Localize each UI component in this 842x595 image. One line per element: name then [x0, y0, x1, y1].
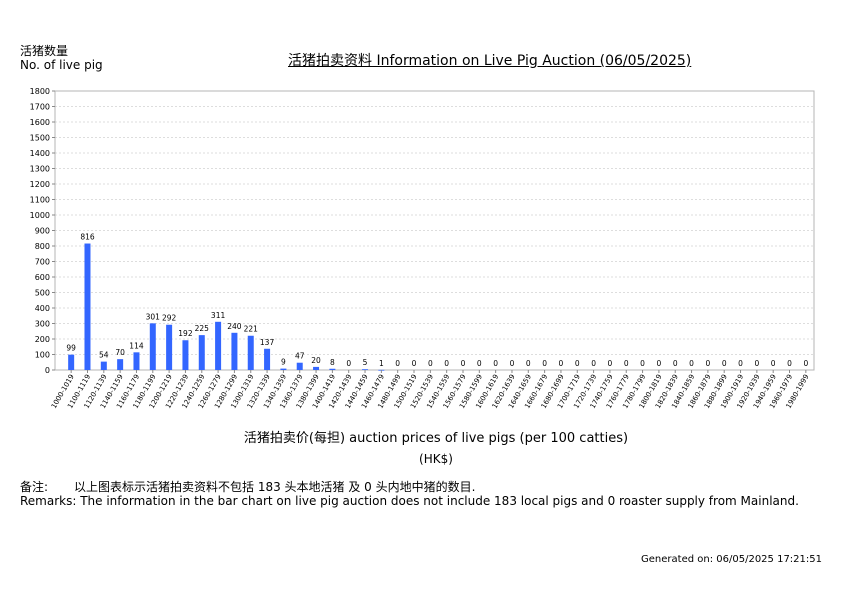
- bar-value-label: 0: [803, 359, 808, 368]
- y-axis-title-cn: 活猪数量: [20, 44, 69, 58]
- bar: [231, 332, 238, 370]
- bar-value-label: 0: [673, 359, 678, 368]
- x-axis-ticks: 1000-10191100-11191120-11391140-11591160…: [50, 370, 811, 410]
- bar: [149, 323, 156, 370]
- y-tick-label: 1400: [30, 149, 50, 158]
- bar: [296, 362, 303, 370]
- bar-value-label: 225: [195, 324, 210, 333]
- bar-value-label: 0: [722, 359, 727, 368]
- y-tick-label: 100: [35, 351, 50, 360]
- bar: [68, 354, 75, 370]
- bar-value-label: 0: [559, 359, 564, 368]
- bar: [247, 335, 254, 370]
- bar: [100, 361, 107, 370]
- y-tick-label: 1600: [30, 118, 50, 127]
- y-tick-label: 1200: [30, 180, 50, 189]
- bar-value-label: 0: [657, 359, 662, 368]
- bar-value-label: 0: [526, 359, 531, 368]
- bar: [264, 348, 271, 370]
- bar: [198, 335, 205, 370]
- remarks-en: Remarks: The information in the bar char…: [20, 494, 799, 508]
- y-tick-label: 900: [35, 227, 50, 236]
- bar-value-label: 0: [444, 359, 449, 368]
- bar-value-label: 192: [178, 329, 193, 338]
- bar-value-label: 0: [346, 359, 351, 368]
- y-tick-label: 1100: [30, 196, 50, 205]
- bar-value-label: 54: [99, 351, 109, 360]
- bar-value-label: 0: [705, 359, 710, 368]
- chart-title: 活猪拍卖资料 Information on Live Pig Auction (…: [288, 53, 692, 69]
- generated-timestamp: Generated on: 06/05/2025 17:21:51: [641, 554, 822, 565]
- bar-value-label: 0: [461, 359, 466, 368]
- bar: [84, 243, 91, 370]
- bar-value-label: 9: [281, 358, 286, 367]
- bar-value-label: 292: [162, 314, 177, 323]
- bar-value-label: 0: [412, 359, 417, 368]
- bar-value-label: 0: [689, 359, 694, 368]
- remarks-cn: 备注: 以上图表标示活猪拍卖资料不包括 183 头本地活猪 及 0 头内地中猪的数…: [20, 478, 475, 495]
- bar: [117, 359, 124, 370]
- y-tick-label: 600: [35, 273, 50, 282]
- bar: [329, 368, 336, 370]
- y-tick-label: 0: [45, 366, 50, 375]
- y-tick-label: 700: [35, 258, 50, 267]
- bar-value-label: 816: [80, 233, 95, 242]
- bar: [166, 324, 173, 370]
- bar-value-label: 47: [295, 352, 305, 361]
- bar-value-label: 0: [591, 359, 596, 368]
- bar-value-label: 0: [738, 359, 743, 368]
- y-tick-label: 1300: [30, 165, 50, 174]
- bar-value-label: 1: [379, 359, 384, 368]
- bar-value-label: 0: [542, 359, 547, 368]
- y-axis-ticks: 0 100 200 300 400 500 600 700 800 900 1000 1100 1200…: [30, 87, 55, 375]
- bar-value-label: 70: [115, 348, 125, 357]
- y-tick-label: 1700: [30, 103, 50, 112]
- y-tick-label: 300: [35, 320, 50, 329]
- bar-value-label: 0: [395, 359, 400, 368]
- bar-value-label: 0: [754, 359, 759, 368]
- chart-grid: [55, 106, 814, 355]
- bar: [313, 366, 320, 370]
- bar: [280, 368, 287, 370]
- x-axis-title: 活猪拍卖价(每担) auction prices of live pigs (p…: [243, 431, 629, 446]
- bar-value-label: 0: [608, 359, 613, 368]
- remarks-cn-text: 以上图表标示活猪拍卖资料不包括 183 头本地活猪 及 0 头内地中猪的数目.: [74, 480, 476, 494]
- bar-value-label: 0: [428, 359, 433, 368]
- y-tick-label: 500: [35, 289, 50, 298]
- y-tick-label: 400: [35, 304, 50, 313]
- bar-value-label: 8: [330, 358, 335, 367]
- y-axis-title-en: No. of live pig: [20, 58, 103, 72]
- y-tick-label: 200: [35, 335, 50, 344]
- bar-value-label: 0: [640, 359, 645, 368]
- bar-value-label: 301: [146, 312, 161, 321]
- bar-value-label: 240: [227, 322, 242, 331]
- bar-value-label: 0: [477, 359, 482, 368]
- bar-value-label: 0: [493, 359, 498, 368]
- bar: [133, 352, 140, 370]
- bar: [182, 340, 189, 370]
- bar-value-label: 0: [787, 359, 792, 368]
- bar-value-label: 5: [363, 358, 368, 367]
- y-tick-label: 800: [35, 242, 50, 251]
- y-tick-label: 1800: [30, 87, 50, 96]
- unit-label: (HK$): [419, 452, 453, 466]
- bar-value-label: 99: [66, 344, 76, 353]
- bar-value-label: 0: [575, 359, 580, 368]
- bar-value-label: 137: [260, 338, 275, 347]
- remarks-cn-label: 备注:: [20, 480, 49, 494]
- bar-value-label: 221: [244, 325, 259, 334]
- y-tick-label: 1000: [30, 211, 50, 220]
- bar-value-label: 0: [510, 359, 515, 368]
- bar-value-label: 311: [211, 311, 226, 320]
- bar-value-label: 114: [129, 341, 144, 350]
- y-tick-label: 1500: [30, 134, 50, 143]
- bar-value-label: 0: [771, 359, 776, 368]
- bar-value-label: 20: [311, 356, 321, 365]
- bar: [215, 321, 222, 370]
- bar-value-label: 0: [624, 359, 629, 368]
- bar: [362, 369, 369, 371]
